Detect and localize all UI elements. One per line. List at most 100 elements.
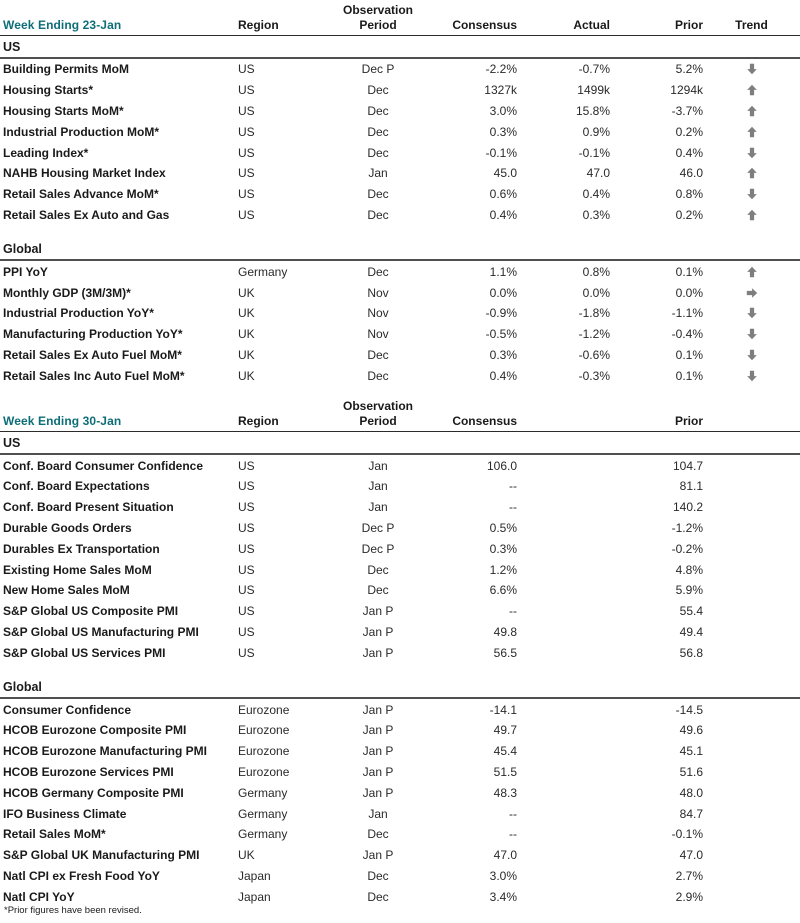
consensus-cell: -14.1	[489, 702, 517, 717]
table-row: HCOB Eurozone Composite PMI Eurozone Jan…	[0, 720, 800, 741]
region-cell: Germany	[238, 785, 288, 800]
actual-cell: 0.4%	[582, 187, 610, 202]
indicator-cell: Conf. Board Consumer Confidence	[3, 458, 204, 473]
indicator-cell: Retail Sales Ex Auto Fuel MoM*	[3, 347, 182, 362]
prior-cell: 5.9%	[675, 583, 703, 598]
actual-cell: 0.0%	[582, 285, 610, 300]
prior-cell: 45.1	[679, 744, 703, 759]
col-header-observation-period: Observation Period	[310, 3, 446, 32]
prior-cell: 2.7%	[675, 868, 703, 883]
table-section: Global PPI YoY Germany Dec 1.1% 0.8% 0.1…	[0, 238, 800, 386]
consensus-cell: 0.3%	[489, 541, 517, 556]
actual-cell: -0.3%	[578, 368, 610, 383]
table-row: Consumer Confidence Eurozone Jan P -14.1…	[0, 699, 800, 720]
period-cell: Jan P	[362, 624, 394, 639]
trend-cell	[703, 63, 800, 75]
table-row: Natl CPI ex Fresh Food YoY Japan Dec 3.0…	[0, 866, 800, 887]
consensus-cell: -0.1%	[485, 145, 517, 160]
week-label: Week Ending 30-Jan	[3, 413, 122, 428]
region-cell: UK	[238, 327, 255, 342]
actual-cell: -1.8%	[578, 306, 610, 321]
trend-cell	[703, 328, 800, 340]
consensus-cell: 0.3%	[489, 347, 517, 362]
region-cell: Eurozone	[238, 702, 290, 717]
consensus-cell: 51.5	[493, 764, 517, 779]
table-row: HCOB Eurozone Manufacturing PMI Eurozone…	[0, 741, 800, 762]
consensus-cell: 49.8	[493, 624, 517, 639]
consensus-cell: 45.0	[493, 166, 517, 181]
col-header-observation: Observation	[342, 399, 414, 414]
table-row: S&P Global US Services PMI US Jan P 56.5…	[0, 642, 800, 663]
table-section: Global Consumer Confidence Eurozone Jan …	[0, 676, 800, 907]
region-cell: US	[238, 166, 255, 181]
region-cell: Eurozone	[238, 723, 290, 738]
trend-down-icon	[746, 147, 758, 159]
consensus-cell: 1327k	[484, 83, 517, 98]
period-cell: Dec P	[361, 520, 395, 535]
consensus-cell: --	[509, 806, 517, 821]
table-body: US Conf. Board Consumer Confidence US Ja…	[0, 432, 800, 907]
indicator-cell: Durable Goods Orders	[3, 520, 132, 535]
indicator-cell: IFO Business Climate	[3, 806, 127, 821]
period-cell: Jan	[368, 166, 388, 181]
section-rows: Consumer Confidence Eurozone Jan P -14.1…	[0, 699, 800, 907]
table-row: S&P Global US Manufacturing PMI US Jan P…	[0, 622, 800, 643]
region-cell: US	[238, 604, 255, 619]
prior-cell: 46.0	[679, 166, 703, 181]
indicator-cell: S&P Global US Manufacturing PMI	[3, 624, 199, 639]
table-row: Retail Sales Advance MoM* US Dec 0.6% 0.…	[0, 184, 800, 205]
consensus-cell: 0.5%	[489, 520, 517, 535]
indicator-cell: New Home Sales MoM	[3, 583, 130, 598]
table-header-row: Week Ending 23-Jan Region Observation Pe…	[0, 3, 800, 36]
indicator-cell: Monthly GDP (3M/3M)*	[3, 285, 131, 300]
prior-cell: -0.4%	[671, 327, 703, 342]
region-cell: US	[238, 187, 255, 202]
actual-cell: -0.6%	[578, 347, 610, 362]
period-cell: Dec	[367, 264, 389, 279]
trend-cell	[703, 307, 800, 319]
table-body: US Building Permits MoM US Dec P -2.2% -…	[0, 36, 800, 386]
period-cell: Jan P	[362, 645, 394, 660]
prior-cell: 0.0%	[675, 285, 703, 300]
col-header-prior: Prior	[674, 17, 703, 32]
period-cell: Dec	[367, 562, 389, 577]
period-cell: Jan	[368, 479, 388, 494]
indicator-cell: Retail Sales Advance MoM*	[3, 187, 159, 202]
indicator-cell: NAHB Housing Market Index	[3, 166, 166, 181]
period-cell: Dec	[367, 347, 389, 362]
indicator-cell: Conf. Board Expectations	[3, 479, 150, 494]
actual-cell: 0.8%	[582, 264, 610, 279]
region-cell: US	[238, 520, 255, 535]
region-cell: US	[238, 583, 255, 598]
period-cell: Nov	[367, 306, 389, 321]
consensus-cell: -0.5%	[485, 327, 517, 342]
period-cell: Dec	[367, 368, 389, 383]
trend-cell	[703, 349, 800, 361]
trend-cell	[703, 370, 800, 382]
region-cell: Japan	[238, 868, 271, 883]
col-header-period: Period	[359, 17, 397, 32]
section-label: US	[0, 432, 800, 456]
prior-cell: 49.6	[679, 723, 703, 738]
period-cell: Jan P	[362, 723, 394, 738]
section-rows: Building Permits MoM US Dec P -2.2% -0.7…	[0, 59, 800, 225]
col-header-prior: Prior	[674, 413, 703, 428]
period-cell: Dec P	[361, 62, 395, 77]
prior-cell: 0.2%	[675, 207, 703, 222]
consensus-cell: --	[509, 500, 517, 515]
indicator-cell: Natl CPI YoY	[3, 889, 75, 904]
period-cell: Jan	[368, 806, 388, 821]
trend-down-icon	[746, 188, 758, 200]
indicator-cell: Retail Sales Inc Auto Fuel MoM*	[3, 368, 185, 383]
table-section: US Building Permits MoM US Dec P -2.2% -…	[0, 36, 800, 225]
consensus-cell: 0.4%	[489, 207, 517, 222]
trend-up-icon	[746, 167, 758, 179]
prior-cell: 0.1%	[675, 368, 703, 383]
prior-cell: -0.1%	[671, 827, 703, 842]
period-cell: Dec	[367, 889, 389, 904]
prior-cell: 2.9%	[675, 889, 703, 904]
section-rows: Conf. Board Consumer Confidence US Jan 1…	[0, 455, 800, 663]
prior-cell: -14.5	[675, 702, 703, 717]
trend-up-icon	[746, 209, 758, 221]
